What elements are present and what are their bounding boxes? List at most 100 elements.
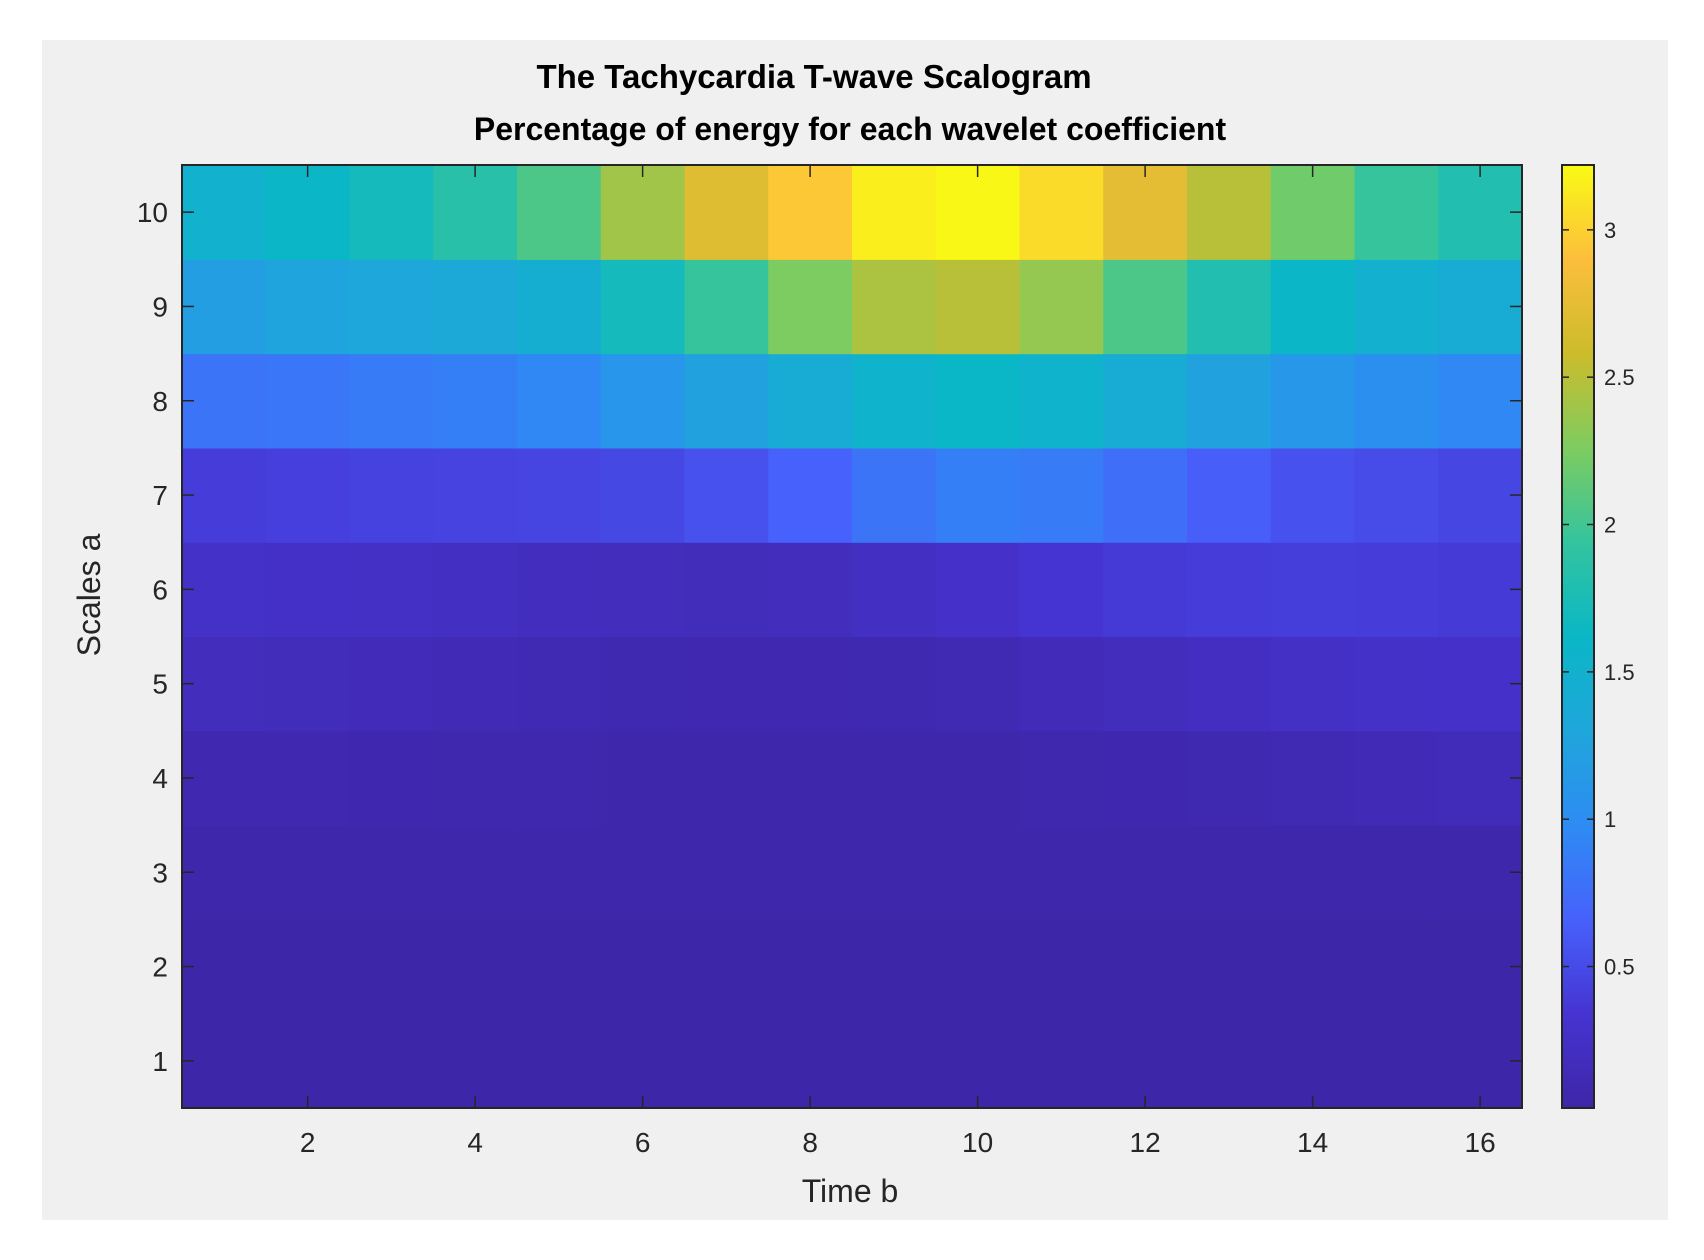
heatmap-cell (1270, 259, 1356, 355)
heatmap-cell (1019, 1013, 1104, 1109)
heatmap-cell (935, 1013, 1021, 1109)
heatmap-cell (768, 1013, 853, 1109)
heatmap-cell (1270, 165, 1356, 260)
heatmap-cell (684, 730, 769, 826)
chart-title: The Tachycardia T-wave Scalogram (536, 58, 1091, 95)
x-tick-label: 14 (1297, 1127, 1328, 1158)
heatmap-cell (1103, 825, 1188, 920)
heatmap-cell (265, 542, 351, 638)
heatmap-cell (600, 919, 686, 1015)
heatmap-cell (600, 730, 686, 826)
heatmap-cell (1187, 542, 1272, 638)
x-tick-labels: 2 4 6 8 10 12 14 16 (300, 1127, 1496, 1158)
heatmap-cell (1103, 919, 1188, 1015)
heatmap-cell (517, 1013, 602, 1109)
y-tick-label: 1 (152, 1046, 168, 1077)
heatmap-cell (517, 636, 602, 732)
heatmap-cell (1354, 259, 1439, 355)
heatmap-cell (1270, 730, 1356, 826)
heatmap-cell (600, 1013, 686, 1109)
heatmap-cell (1354, 636, 1439, 732)
heatmap-cell (1354, 825, 1439, 920)
y-tick-label: 3 (152, 857, 168, 888)
heatmap-cell (517, 919, 602, 1015)
x-axis-label: Time b (802, 1173, 899, 1209)
heatmap-cell (1270, 636, 1356, 732)
heatmap-cell (852, 353, 937, 449)
heatmap-cell (684, 259, 769, 355)
heatmap-cell (349, 1013, 434, 1109)
heatmap-cell (684, 165, 769, 260)
heatmap-cell (1438, 542, 1523, 638)
heatmap-cell (600, 353, 686, 449)
heatmap-cell (1103, 542, 1188, 638)
heatmap-cell (433, 353, 518, 449)
heatmap-cell (265, 259, 351, 355)
heatmap-cell (935, 636, 1021, 732)
heatmap-cell (349, 259, 434, 355)
heatmap-cell (182, 353, 267, 449)
heatmap-cell (182, 730, 267, 826)
heatmap-cell (852, 825, 937, 920)
heatmap-cell (1019, 730, 1104, 826)
y-tick-label: 4 (152, 763, 168, 794)
heatmap-cell (1354, 730, 1439, 826)
y-axis-label: Scales a (71, 533, 107, 656)
heatmap-cell (1187, 636, 1272, 732)
heatmap-cell (684, 542, 769, 638)
colorbar-tick-label: 2 (1604, 513, 1616, 538)
heatmap-cell (1103, 1013, 1188, 1109)
scalogram-chart: The Tachycardia T-wave Scalogram Percent… (71, 58, 1635, 1209)
heatmap-cell (852, 1013, 937, 1109)
heatmap-cell (1438, 1013, 1523, 1109)
heatmap-cell (433, 447, 518, 543)
x-tick-label: 12 (1130, 1127, 1161, 1158)
heatmap-cell (1103, 730, 1188, 826)
heatmap-cell (433, 1013, 518, 1109)
heatmap-cell (433, 636, 518, 732)
heatmap-cell (684, 919, 769, 1015)
heatmap-cell (1019, 353, 1104, 449)
heatmap-cell (349, 542, 434, 638)
heatmap-cell (349, 447, 434, 543)
heatmap-cell (852, 542, 937, 638)
heatmap-cell (349, 636, 434, 732)
heatmap-cell (935, 259, 1021, 355)
heatmap-cell (517, 447, 602, 543)
heatmap-cell (265, 919, 351, 1015)
heatmap-cell (1270, 353, 1356, 449)
heatmap-cell (1187, 1013, 1272, 1109)
heatmap-cell (265, 447, 351, 543)
heatmap-cell (852, 165, 937, 260)
heatmap-cell (265, 353, 351, 449)
heatmap-cell (852, 730, 937, 826)
heatmap-cell (768, 165, 853, 260)
heatmap-cell (1019, 447, 1104, 543)
heatmap-cell (1019, 825, 1104, 920)
heatmap-cell (1187, 447, 1272, 543)
heatmap-cell (1438, 636, 1523, 732)
y-tick-label: 7 (152, 480, 168, 511)
plot-frame (181, 164, 1523, 1109)
heatmap-cell (935, 825, 1021, 920)
heatmap-cell (182, 1013, 267, 1109)
x-tick-label: 6 (635, 1127, 651, 1158)
heatmap-cell (1354, 919, 1439, 1015)
heatmap-cell (1019, 919, 1104, 1015)
heatmap-cell (433, 825, 518, 920)
heatmap-cell (265, 1013, 351, 1109)
heatmap-cell (1354, 1013, 1439, 1109)
heatmap-cell (517, 825, 602, 920)
heatmap-cell (1270, 1013, 1356, 1109)
heatmap-cell (600, 825, 686, 920)
heatmap-cell (1354, 542, 1439, 638)
y-tick-labels: 1 2 3 4 5 6 7 8 9 10 (137, 197, 168, 1077)
heatmap-cell (768, 353, 853, 449)
heatmap-cell (265, 636, 351, 732)
heatmap-cell (182, 636, 267, 732)
heatmap-cell (768, 636, 853, 732)
heatmap-cell (1019, 636, 1104, 732)
y-tick-label: 8 (152, 386, 168, 417)
heatmap-cell (265, 730, 351, 826)
heatmap-cell (768, 542, 853, 638)
